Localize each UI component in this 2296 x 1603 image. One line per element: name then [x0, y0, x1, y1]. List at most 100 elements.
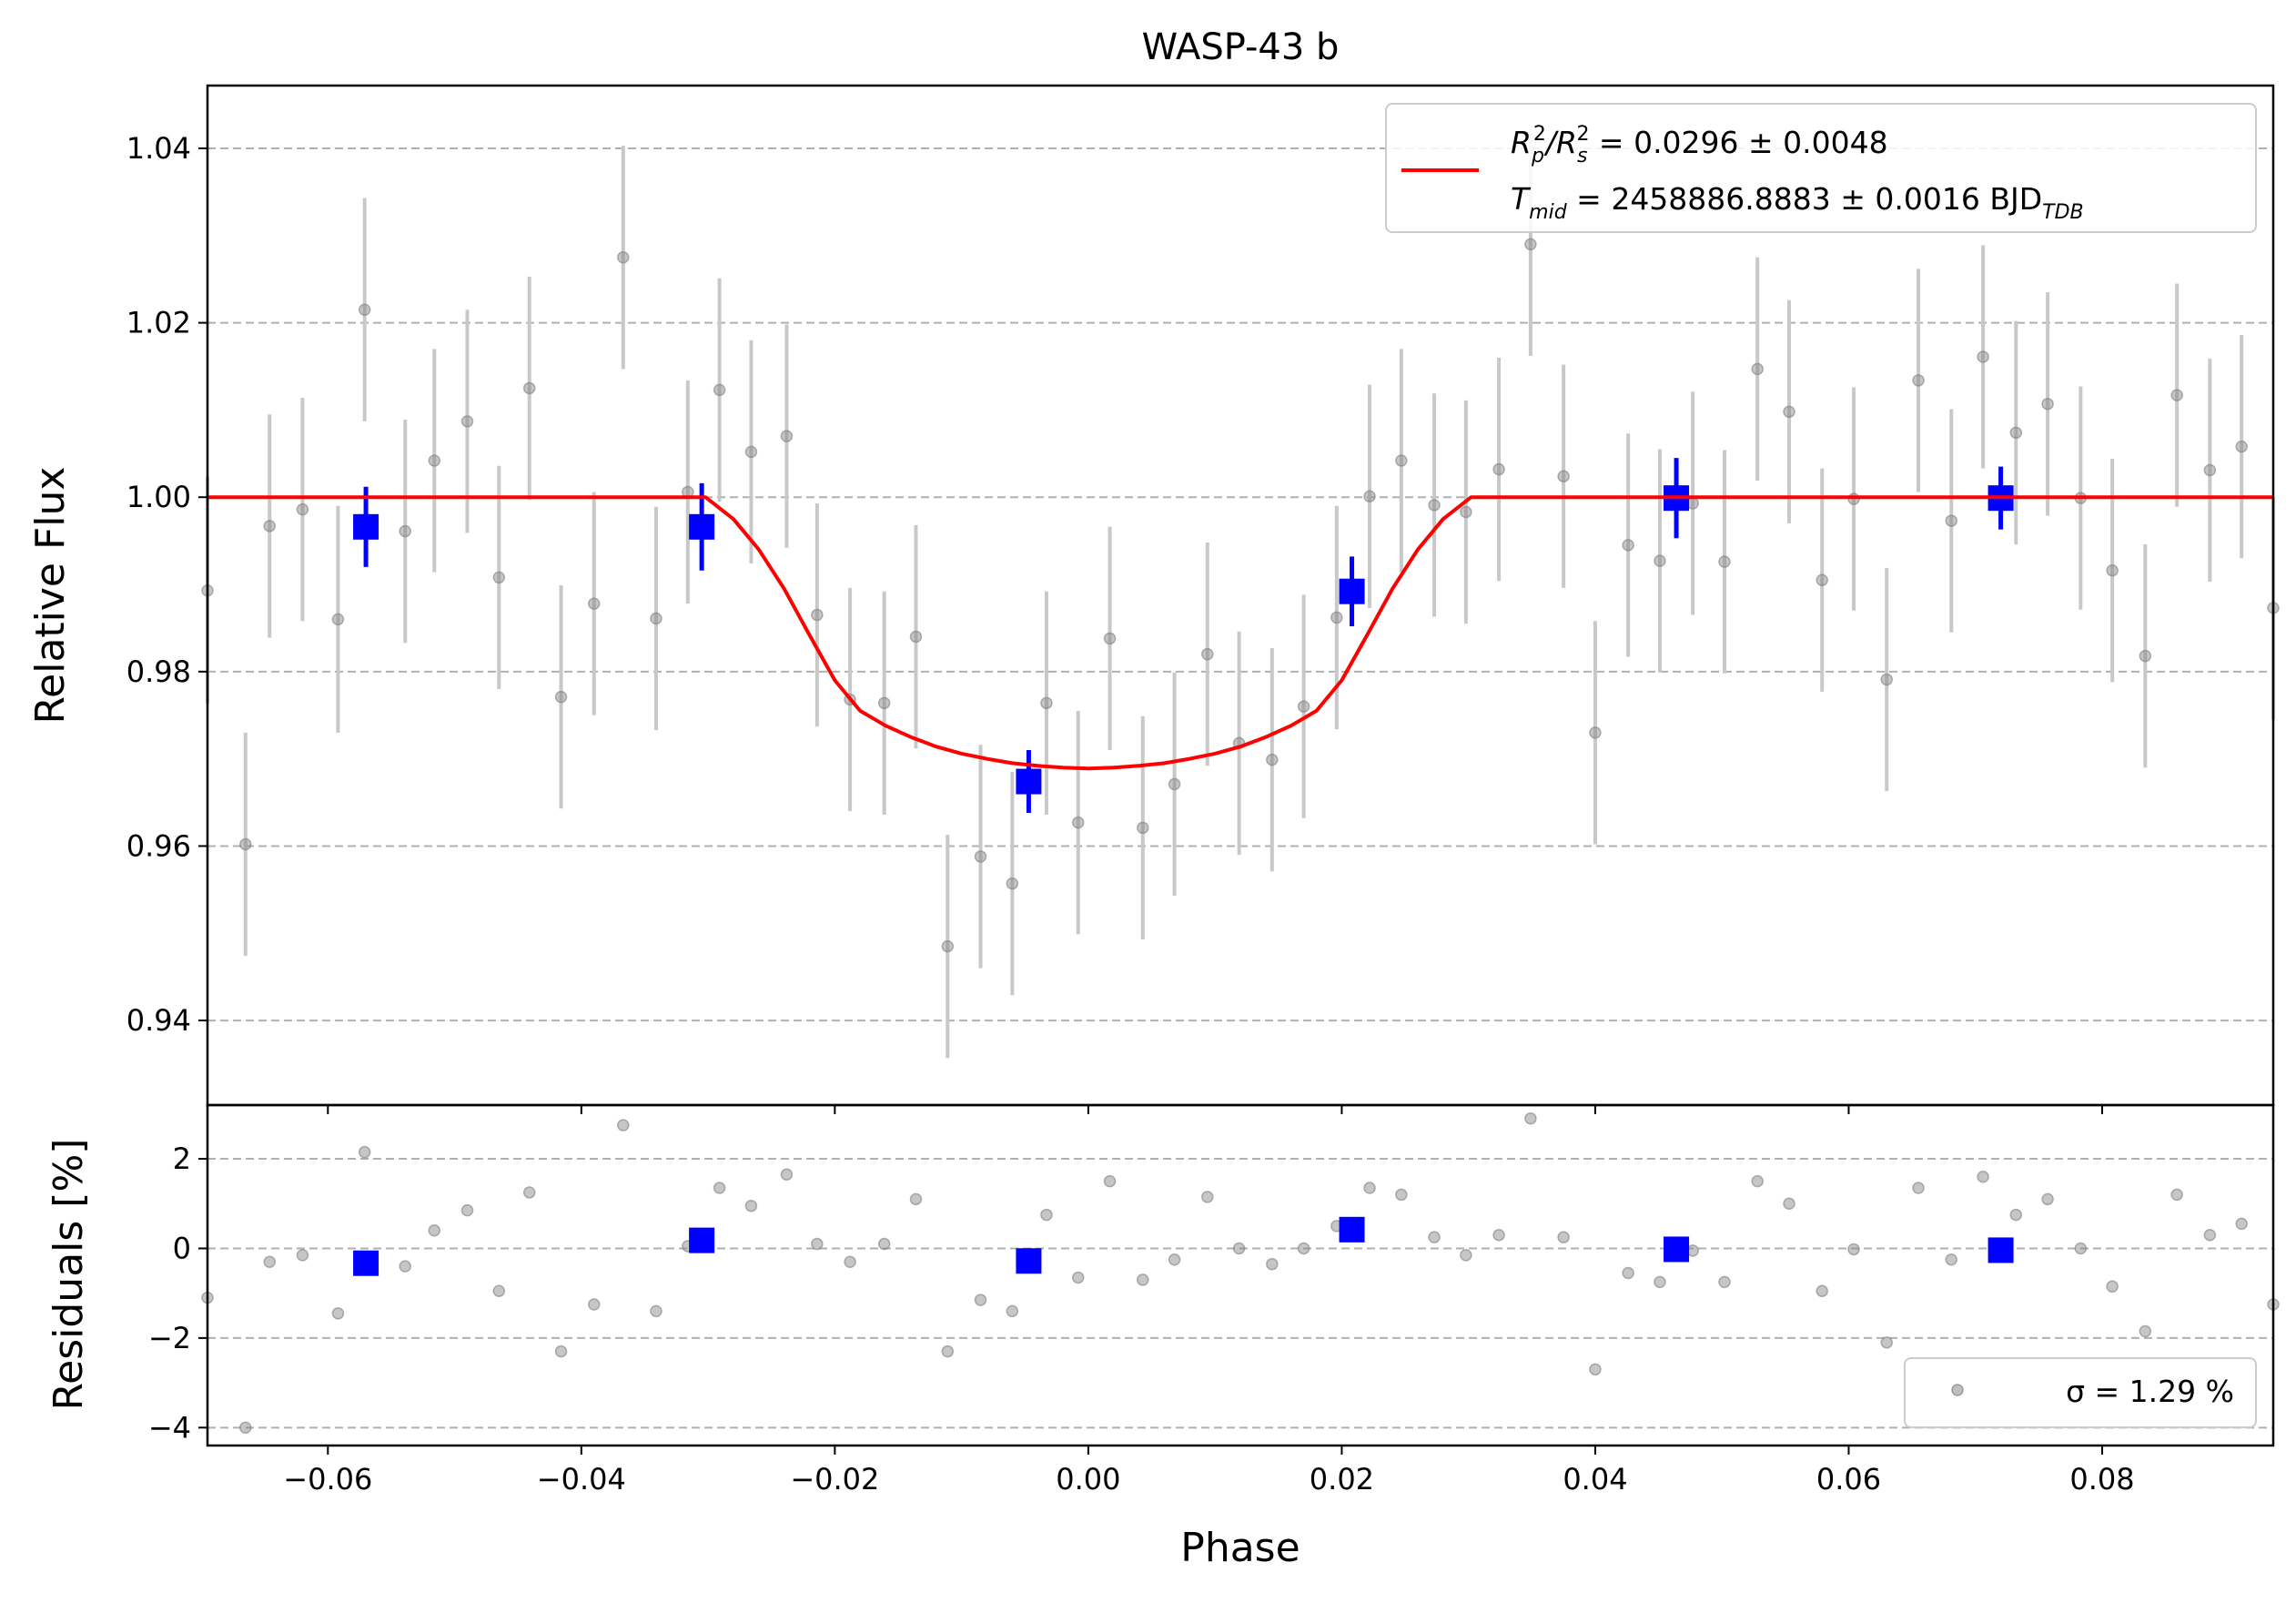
raw-point: [1880, 1336, 1893, 1349]
binned-point: [353, 513, 379, 540]
raw-point: [1589, 726, 1602, 739]
binned-point: [689, 1227, 715, 1253]
raw-point: [1557, 1231, 1570, 1243]
raw-point: [331, 613, 345, 626]
raw-point: [358, 1145, 371, 1159]
top-panel-ylabel: Relative Flux: [27, 467, 74, 725]
residual-legend-label: σ = 1.29 %: [2066, 1374, 2234, 1409]
raw-point: [2203, 463, 2217, 477]
raw-point: [1137, 821, 1149, 835]
raw-point: [1557, 470, 1570, 482]
raw-point: [1071, 816, 1085, 829]
raw-point: [1912, 1182, 1925, 1194]
raw-point: [1395, 1188, 1408, 1202]
raw-point: [522, 381, 536, 395]
raw-point: [744, 1199, 758, 1212]
y-tick-label: −2: [148, 1321, 191, 1355]
raw-point: [1006, 1304, 1019, 1318]
x-tick-label: 0.00: [1056, 1462, 1120, 1496]
raw-point: [331, 1307, 345, 1320]
raw-point: [811, 608, 824, 622]
raw-point: [1071, 1271, 1085, 1284]
raw-point: [1492, 1228, 1505, 1242]
raw-point: [428, 454, 441, 467]
raw-point: [1847, 1243, 1860, 1256]
raw-point: [1040, 1208, 1053, 1222]
raw-point: [2170, 1188, 2183, 1202]
legend-depth-value: = 0.0296 ± 0.0048: [1589, 125, 1887, 160]
legend-tmid-value: = 2458886.8883 ± 0.0016 BJD: [1567, 181, 2042, 217]
bottom-panel-frame: [206, 1103, 2275, 1447]
raw-point: [1880, 673, 1893, 686]
model-legend-depth-label: Rp2/Rs2 = 0.0296 ± 0.0048: [1511, 123, 1888, 167]
raw-point: [1266, 1257, 1279, 1271]
raw-point: [1040, 696, 1053, 710]
raw-point: [2235, 440, 2248, 453]
raw-point: [1428, 499, 1441, 512]
raw-point: [1945, 1253, 1958, 1266]
legend-tdb-sub: TDB: [2042, 201, 2083, 224]
raw-point: [909, 1192, 923, 1206]
raw-point: [2009, 1208, 2023, 1222]
raw-point: [358, 303, 371, 316]
binned-point: [1339, 578, 1365, 604]
binned-point: [689, 513, 715, 540]
legend-rp-symbol: R: [1511, 125, 1532, 160]
bottom-panel-y-ticks: −4 −2 0 2: [148, 1141, 207, 1445]
x-tick-label: −0.04: [537, 1462, 626, 1496]
y-tick-label: 1.04: [126, 131, 191, 166]
raw-point: [1168, 1253, 1181, 1266]
raw-point: [713, 383, 726, 397]
y-tick-label: 0: [173, 1231, 191, 1265]
raw-point: [1363, 1182, 1376, 1194]
raw-point: [877, 696, 891, 710]
raw-point: [811, 1237, 824, 1251]
raw-point: [1751, 1174, 1764, 1188]
raw-point: [1201, 1191, 1214, 1203]
raw-point: [780, 430, 794, 442]
raw-point: [1816, 573, 1828, 586]
raw-point: [1201, 647, 1214, 661]
top-panel-model-curve: [207, 495, 2273, 771]
model-legend-box: [1385, 103, 2257, 233]
raw-point: [1524, 1112, 1537, 1125]
raw-point: [1137, 1273, 1149, 1286]
raw-point: [1718, 1275, 1731, 1289]
raw-point: [1524, 238, 1537, 251]
raw-point: [780, 1168, 794, 1182]
binned-point: [353, 1250, 379, 1276]
raw-point: [428, 1224, 441, 1237]
chart-title: WASP-43 b: [1142, 26, 1340, 68]
raw-point: [650, 612, 663, 625]
raw-point: [1395, 454, 1408, 467]
raw-point: [1266, 753, 1279, 766]
y-tick-label: 1.00: [126, 480, 191, 514]
y-tick-label: 0.98: [126, 654, 191, 689]
raw-point: [1232, 1242, 1246, 1255]
x-tick-label: 0.02: [1310, 1462, 1374, 1496]
raw-point: [263, 520, 276, 533]
raw-point: [2170, 389, 2183, 401]
raw-point: [1654, 554, 1666, 567]
raw-point: [974, 1294, 987, 1306]
raw-point: [1297, 700, 1310, 713]
raw-point: [1654, 1275, 1666, 1289]
raw-point: [909, 630, 923, 644]
binned-point: [1339, 1216, 1365, 1243]
raw-point: [1460, 505, 1472, 519]
raw-point: [1428, 1231, 1441, 1243]
raw-point: [2041, 397, 2054, 411]
raw-point: [1103, 1174, 1117, 1188]
raw-point: [1103, 632, 1117, 645]
raw-point: [2041, 1192, 2054, 1206]
raw-point: [1945, 514, 1958, 527]
raw-point: [399, 524, 412, 538]
raw-point: [2106, 563, 2119, 577]
legend-rp-sup: 2: [1533, 123, 1546, 146]
raw-point: [460, 415, 474, 428]
raw-point: [974, 850, 987, 863]
raw-point: [744, 445, 758, 459]
raw-point: [1977, 1170, 1989, 1183]
bottom-panel-ylabel: Residuals [%]: [46, 1139, 92, 1411]
